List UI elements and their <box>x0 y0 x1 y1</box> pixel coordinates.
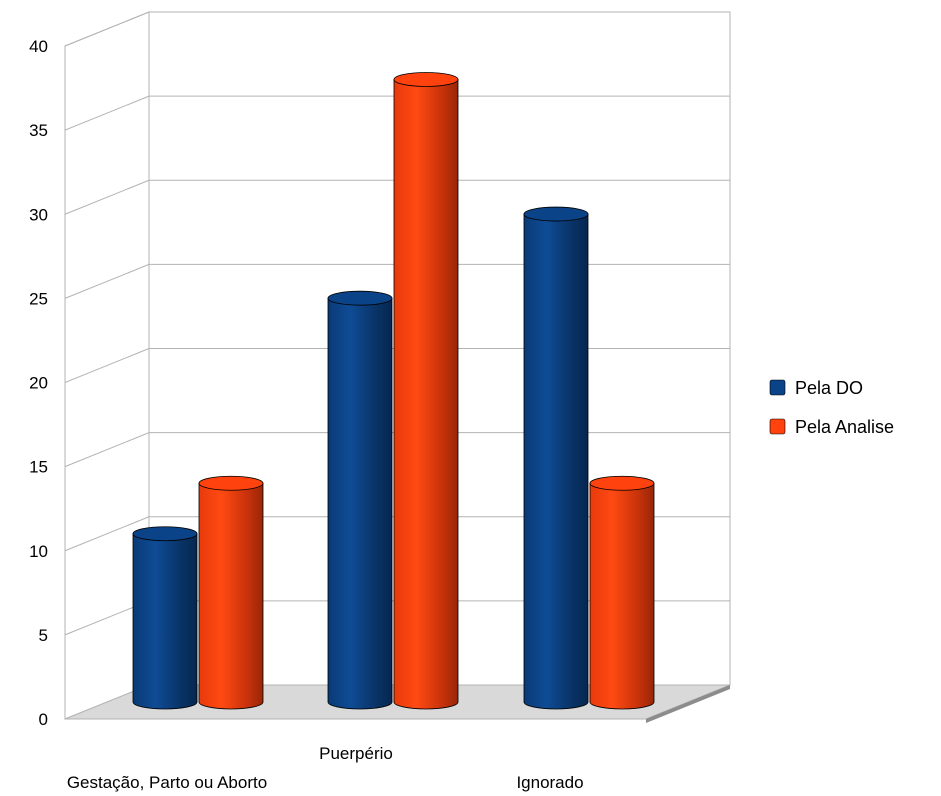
y-tick-label: 0 <box>39 710 48 729</box>
y-tick-label: 25 <box>29 289 48 308</box>
gridline-side <box>64 348 150 383</box>
category-label: Gestação, Parto ou Aborto <box>67 773 267 792</box>
legend-swatch-pela-do <box>769 379 786 396</box>
bar-body <box>132 533 198 710</box>
bar-body <box>198 482 264 710</box>
y-tick-label: 15 <box>29 458 48 477</box>
y-axis-ticks: 0 5 10 15 20 25 30 35 40 <box>29 37 48 729</box>
bar <box>132 526 198 710</box>
gridline-side <box>64 11 150 47</box>
y-tick-label: 30 <box>29 205 48 224</box>
bar-body <box>589 482 655 710</box>
gridline-side <box>64 432 150 468</box>
legend-swatch-pela-analise <box>769 418 786 435</box>
y-tick-label: 20 <box>29 374 48 393</box>
bar-cap <box>589 475 655 491</box>
bar-cap <box>393 72 459 87</box>
category-label: Ignorado <box>516 773 583 792</box>
bar-body <box>523 213 589 710</box>
bar <box>327 290 393 710</box>
y-tick-label: 10 <box>29 542 48 561</box>
x-axis-labels: Gestação, Parto ou Aborto Puerpério Igno… <box>67 744 584 792</box>
y-tick-label: 5 <box>39 626 48 645</box>
bar <box>393 72 459 710</box>
gridline-side <box>64 263 150 299</box>
legend-label: Pela DO <box>795 378 863 398</box>
bars <box>132 72 655 710</box>
bar-body <box>393 79 459 710</box>
bar-body <box>327 297 393 710</box>
gridline-side <box>64 179 150 215</box>
y-tick-label: 40 <box>29 37 48 56</box>
bar-cap <box>198 475 264 491</box>
gridline-side <box>64 516 150 552</box>
category-label: Puerpério <box>319 744 393 763</box>
floor-edge <box>646 685 730 723</box>
gridline-side <box>64 95 150 131</box>
legend-label: Pela Analise <box>795 417 894 437</box>
bar-cap <box>132 526 198 542</box>
bar <box>589 475 655 710</box>
bar-cap <box>523 206 589 222</box>
bar <box>523 206 589 710</box>
legend: Pela DO Pela Analise <box>769 378 894 437</box>
bar <box>198 475 264 710</box>
bar-cap <box>327 290 393 306</box>
y-tick-label: 35 <box>29 121 48 140</box>
